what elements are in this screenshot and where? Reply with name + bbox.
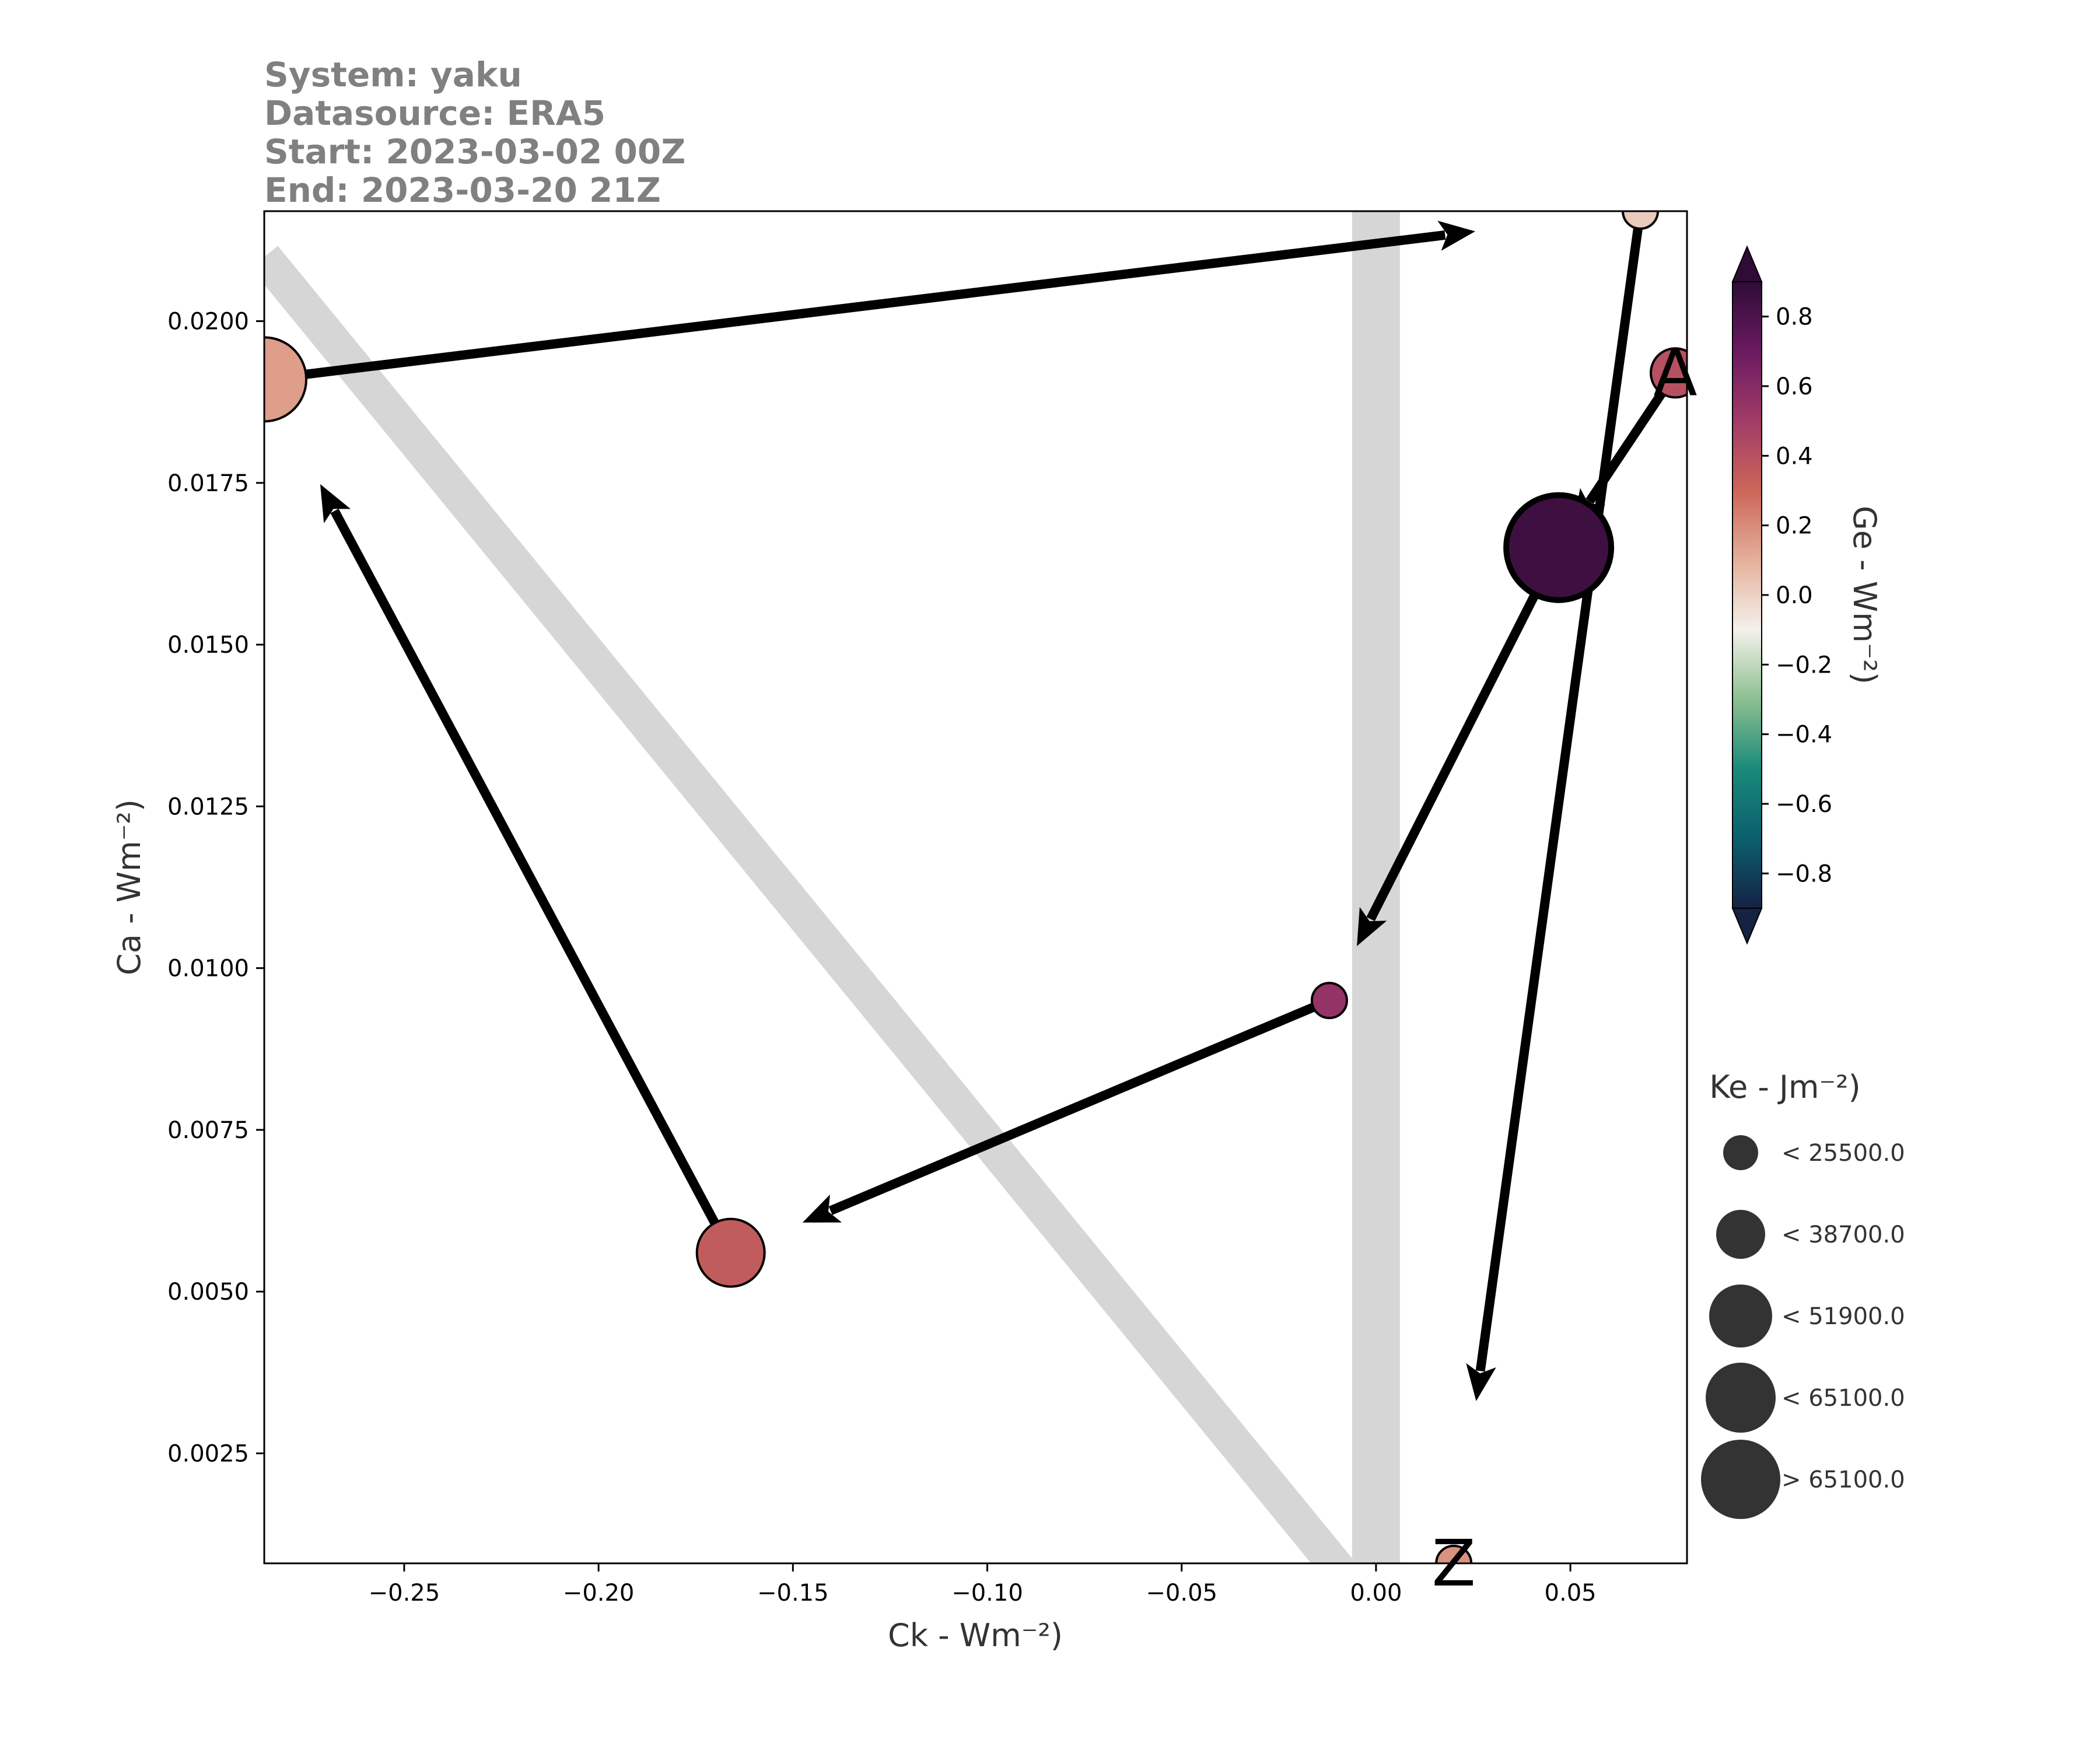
data-points (264, 211, 1687, 1563)
start-label: A (1653, 335, 1697, 410)
header-start: Start: 2023-03-02 00Z (264, 132, 685, 172)
size-legend-marker (1706, 1363, 1776, 1433)
size-legend-marker (1723, 1135, 1758, 1170)
y-tick-label: 0.0025 (167, 1440, 249, 1467)
colorbar-tick-label: 0.6 (1776, 373, 1813, 400)
arrow-head (802, 1194, 842, 1223)
trajectory-arrow (802, 996, 1332, 1223)
colorbar-tick-label: −0.6 (1776, 791, 1832, 818)
arrow-shaft (330, 509, 735, 1255)
colorbar-extend-bottom (1731, 908, 1763, 945)
plot-frame (263, 210, 1688, 1564)
balance-band (264, 246, 1357, 1563)
trajectory-arrow (1357, 545, 1563, 946)
x-axis-label: Ck - Wm⁻²) (888, 1617, 1063, 1654)
colorbar-label: Ge - Wm⁻²) (1846, 506, 1883, 684)
size-legend-label: > 65100.0 (1782, 1466, 1905, 1493)
size-legend: < 25500.0 < 38700.0 < 51900.0 < 65100.0 > 65… (1701, 1135, 1905, 1519)
data-point (1435, 1545, 1473, 1563)
arrow-head (320, 484, 351, 523)
header-end: End: 2023-03-20 21Z (264, 170, 661, 210)
y-tick-label: 0.0150 (167, 632, 249, 659)
x-tick-label: −0.25 (369, 1580, 440, 1606)
colorbar-tick-label: −0.8 (1776, 860, 1832, 887)
arrow-shaft (1475, 211, 1645, 1372)
x-tick-label: 0.05 (1545, 1580, 1597, 1606)
size-legend-label: < 65100.0 (1782, 1385, 1905, 1412)
arrow-shaft (828, 996, 1332, 1215)
colorbar-extend-top (1731, 245, 1763, 282)
x-axis-ticks: −0.25 −0.20 −0.15 −0.10 −0.05 0.00 0.05 (369, 1563, 1597, 1606)
colorbar: 0.8 0.6 0.4 0.2 0.0 −0.2 −0.4 −0.6 −0.8 (1731, 245, 1832, 945)
data-point (1622, 211, 1660, 230)
arrow-head (1357, 907, 1387, 946)
y-tick-label: 0.0125 (167, 793, 249, 820)
end-label: Z (1432, 1526, 1475, 1601)
data-point (264, 336, 307, 423)
trajectory-arrows (264, 211, 1679, 1401)
arrow-shaft (1366, 545, 1563, 922)
size-legend-marker (1709, 1284, 1772, 1348)
x-tick-label: 0.00 (1350, 1580, 1402, 1606)
trajectory-arrow (1466, 211, 1645, 1401)
data-point (1650, 347, 1687, 399)
trajectory-labels: AZ (1432, 335, 1697, 1601)
header-datasource: Datasource: ERA5 (264, 93, 606, 133)
colorbar-bar (1732, 281, 1762, 909)
y-tick-label: 0.0050 (167, 1279, 249, 1306)
size-legend-title: Ke - Jm⁻²) (1709, 1069, 1861, 1105)
size-legend-label: < 51900.0 (1782, 1303, 1905, 1330)
data-point (1310, 982, 1348, 1020)
colorbar-tick-label: −0.4 (1776, 722, 1832, 748)
plot-area (264, 211, 1687, 1563)
colorbar-tick-label: 0.0 (1776, 582, 1813, 609)
trajectory-arrow (264, 220, 1475, 384)
trajectory-arrow (320, 484, 735, 1255)
data-point (1503, 492, 1615, 603)
header-system: System: yaku (264, 55, 522, 94)
colorbar-tick-label: 0.4 (1776, 443, 1813, 470)
x-tick-label: −0.15 (757, 1580, 829, 1606)
size-legend-marker (1701, 1440, 1780, 1519)
data-point (695, 1217, 766, 1288)
size-legend-marker (1716, 1210, 1765, 1259)
colorbar-tick-label: −0.2 (1776, 652, 1832, 678)
size-legend-label: < 25500.0 (1782, 1140, 1905, 1167)
colorbar-tick-label: 0.2 (1776, 513, 1813, 540)
x-tick-label: −0.05 (1146, 1580, 1217, 1606)
x-tick-label: −0.20 (563, 1580, 635, 1606)
y-tick-label: 0.0200 (167, 309, 249, 335)
x-tick-label: −0.10 (951, 1580, 1023, 1606)
y-axis-ticks: 0.0025 0.0050 0.0075 0.0100 0.0125 0.0150 0.01… (167, 309, 264, 1467)
y-tick-label: 0.0100 (167, 956, 249, 982)
arrow-head (1437, 220, 1475, 251)
y-axis-label: Ca - Wm⁻²) (111, 799, 148, 975)
size-legend-label: < 38700.0 (1782, 1222, 1905, 1248)
reference-bands (264, 211, 1400, 1563)
y-tick-label: 0.0175 (167, 470, 249, 497)
arrow-shaft (264, 230, 1446, 384)
arrow-head (1466, 1363, 1496, 1401)
colorbar-tick-label: 0.8 (1776, 304, 1813, 331)
y-tick-label: 0.0075 (167, 1117, 249, 1144)
